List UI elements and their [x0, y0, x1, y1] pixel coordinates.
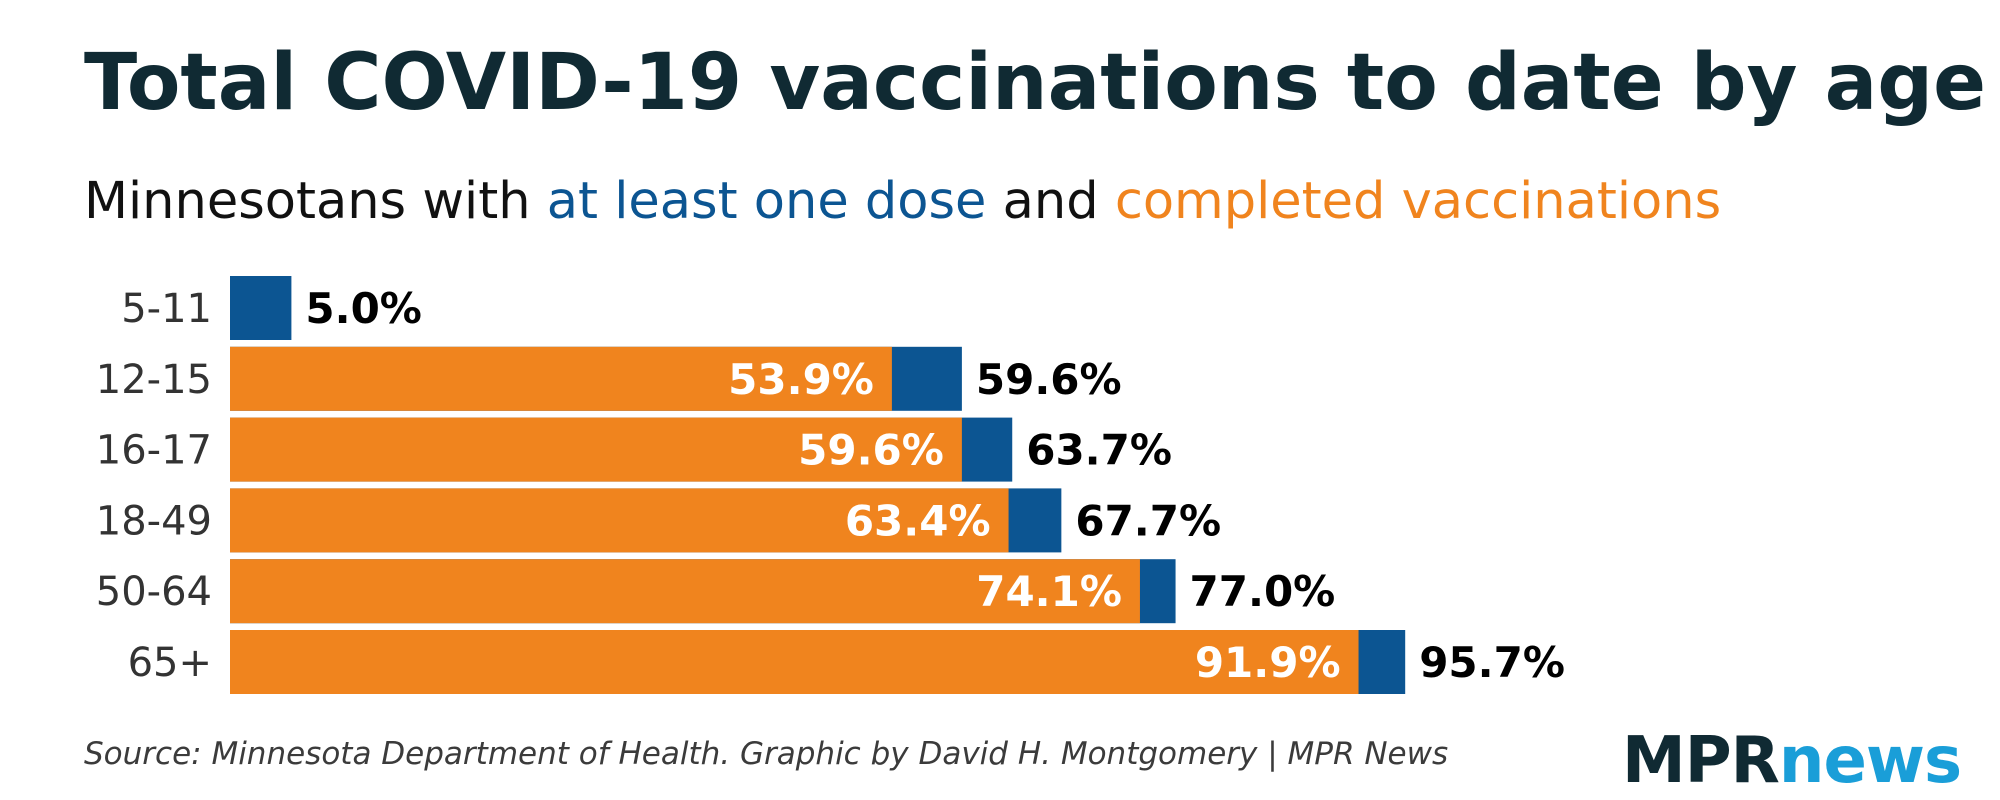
label-at-least-one-dose: 5.0%: [305, 284, 421, 333]
bar-completed: [230, 630, 1359, 694]
label-at-least-one-dose: 95.7%: [1419, 638, 1565, 687]
legend-completed: completed vaccinations: [1114, 172, 1722, 231]
mpr-news-logo: MPRnews: [1622, 724, 1962, 798]
label-at-least-one-dose: 59.6%: [976, 355, 1122, 404]
category-label: 12-15: [96, 357, 212, 403]
category-label: 65+: [128, 640, 212, 686]
bar-at-least-one-dose: [230, 276, 292, 340]
category-label: 18-49: [96, 498, 212, 544]
legend-at-least-one-dose: at least one dose: [546, 172, 987, 231]
label-completed: 74.1%: [976, 567, 1122, 616]
label-at-least-one-dose: 63.7%: [1026, 426, 1172, 475]
label-completed: 59.6%: [798, 426, 944, 475]
category-label: 16-17: [96, 428, 212, 474]
bar-completed: [230, 559, 1140, 624]
label-at-least-one-dose: 77.0%: [1190, 567, 1336, 616]
chart-subtitle: Minnesotans with at least one dose and c…: [84, 172, 1721, 231]
label-completed: 53.9%: [728, 355, 874, 404]
logo-mpr: MPR: [1622, 724, 1780, 798]
label-completed: 91.9%: [1195, 638, 1341, 687]
category-label: 50-64: [96, 569, 212, 615]
label-completed: 63.4%: [845, 496, 991, 545]
label-at-least-one-dose: 67.7%: [1075, 496, 1221, 545]
logo-news: news: [1778, 724, 1962, 798]
bar-chart: 5.0% 5-11 53.9% 59.6% 12-15 59.6% 63.7% 16-17 63…: [96, 276, 1565, 694]
source-note: Source: Minnesota Department of Health. …: [84, 736, 1449, 772]
subtitle-prefix: Minnesotans with: [84, 172, 547, 231]
bar-completed: [230, 346, 892, 411]
subtitle-mid: and: [986, 172, 1115, 231]
chart-title: Total COVID-19 vaccinations to date by a…: [84, 38, 1986, 128]
bar-completed: [230, 488, 1009, 553]
bar-completed: [230, 417, 962, 482]
category-label: 5-11: [121, 286, 212, 332]
